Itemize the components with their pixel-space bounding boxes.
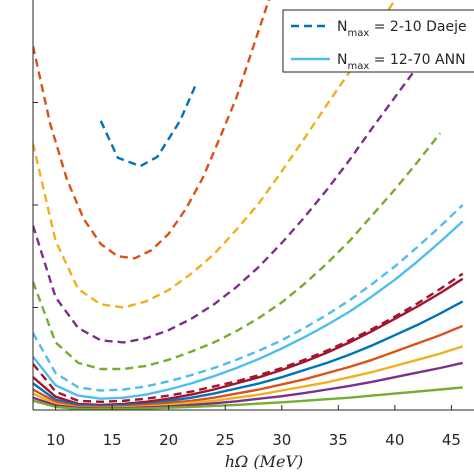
series-layer — [33, 0, 464, 410]
legend-box — [282, 9, 474, 73]
series-line-4 — [33, 65, 419, 344]
x-tick-label: 25 — [216, 431, 235, 449]
series-line-6 — [33, 204, 464, 392]
x-tick-label: 45 — [442, 431, 461, 449]
series-line-1 — [99, 81, 199, 168]
x-tick-label: 30 — [272, 431, 291, 449]
x-tick-label: 40 — [385, 431, 404, 449]
x-tick-label: 35 — [329, 431, 348, 449]
x-ticks: 10 15 20 25 30 35 40 45 — [46, 405, 461, 449]
legend-label-2: Nmax = 12-70 ANN — [337, 52, 466, 72]
series-line-2 — [33, 0, 271, 260]
series-line-8 — [33, 220, 464, 400]
y-ticks — [33, 102, 38, 308]
x-tick-label: 20 — [159, 431, 178, 449]
legend-label-1: Nmax = 2-10 Daeje — [337, 19, 467, 39]
x-axis-label: hΩ (MeV) — [225, 452, 304, 471]
legend-entries: Nmax = 2-10 Daeje Nmax = 12-70 ANN — [291, 19, 467, 72]
series-line-14 — [33, 386, 463, 410]
series-line-3 — [33, 0, 396, 309]
x-tick-label: 15 — [103, 431, 122, 449]
legend: Nmax = 2-10 Daeje Nmax = 12-70 ANN — [282, 9, 474, 73]
x-tick-label: 10 — [46, 431, 65, 449]
series-line-5 — [33, 132, 442, 371]
